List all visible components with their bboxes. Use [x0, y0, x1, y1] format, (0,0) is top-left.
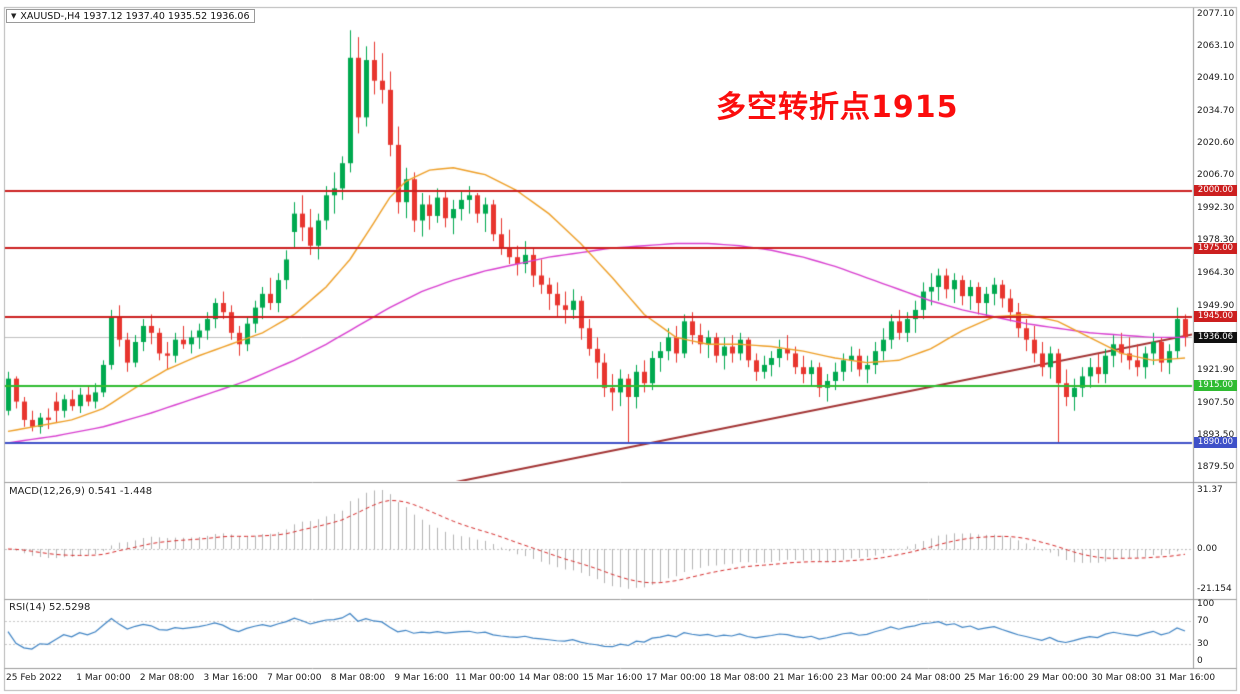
symbol-ohlc-text: XAUUSD-,H4 1937.12 1937.40 1935.52 1936.… — [20, 10, 250, 22]
symbol-ohlc-box[interactable]: ▼ XAUUSD-,H4 1937.12 1937.40 1935.52 193… — [6, 9, 255, 23]
dropdown-triangle-icon: ▼ — [11, 11, 17, 20]
